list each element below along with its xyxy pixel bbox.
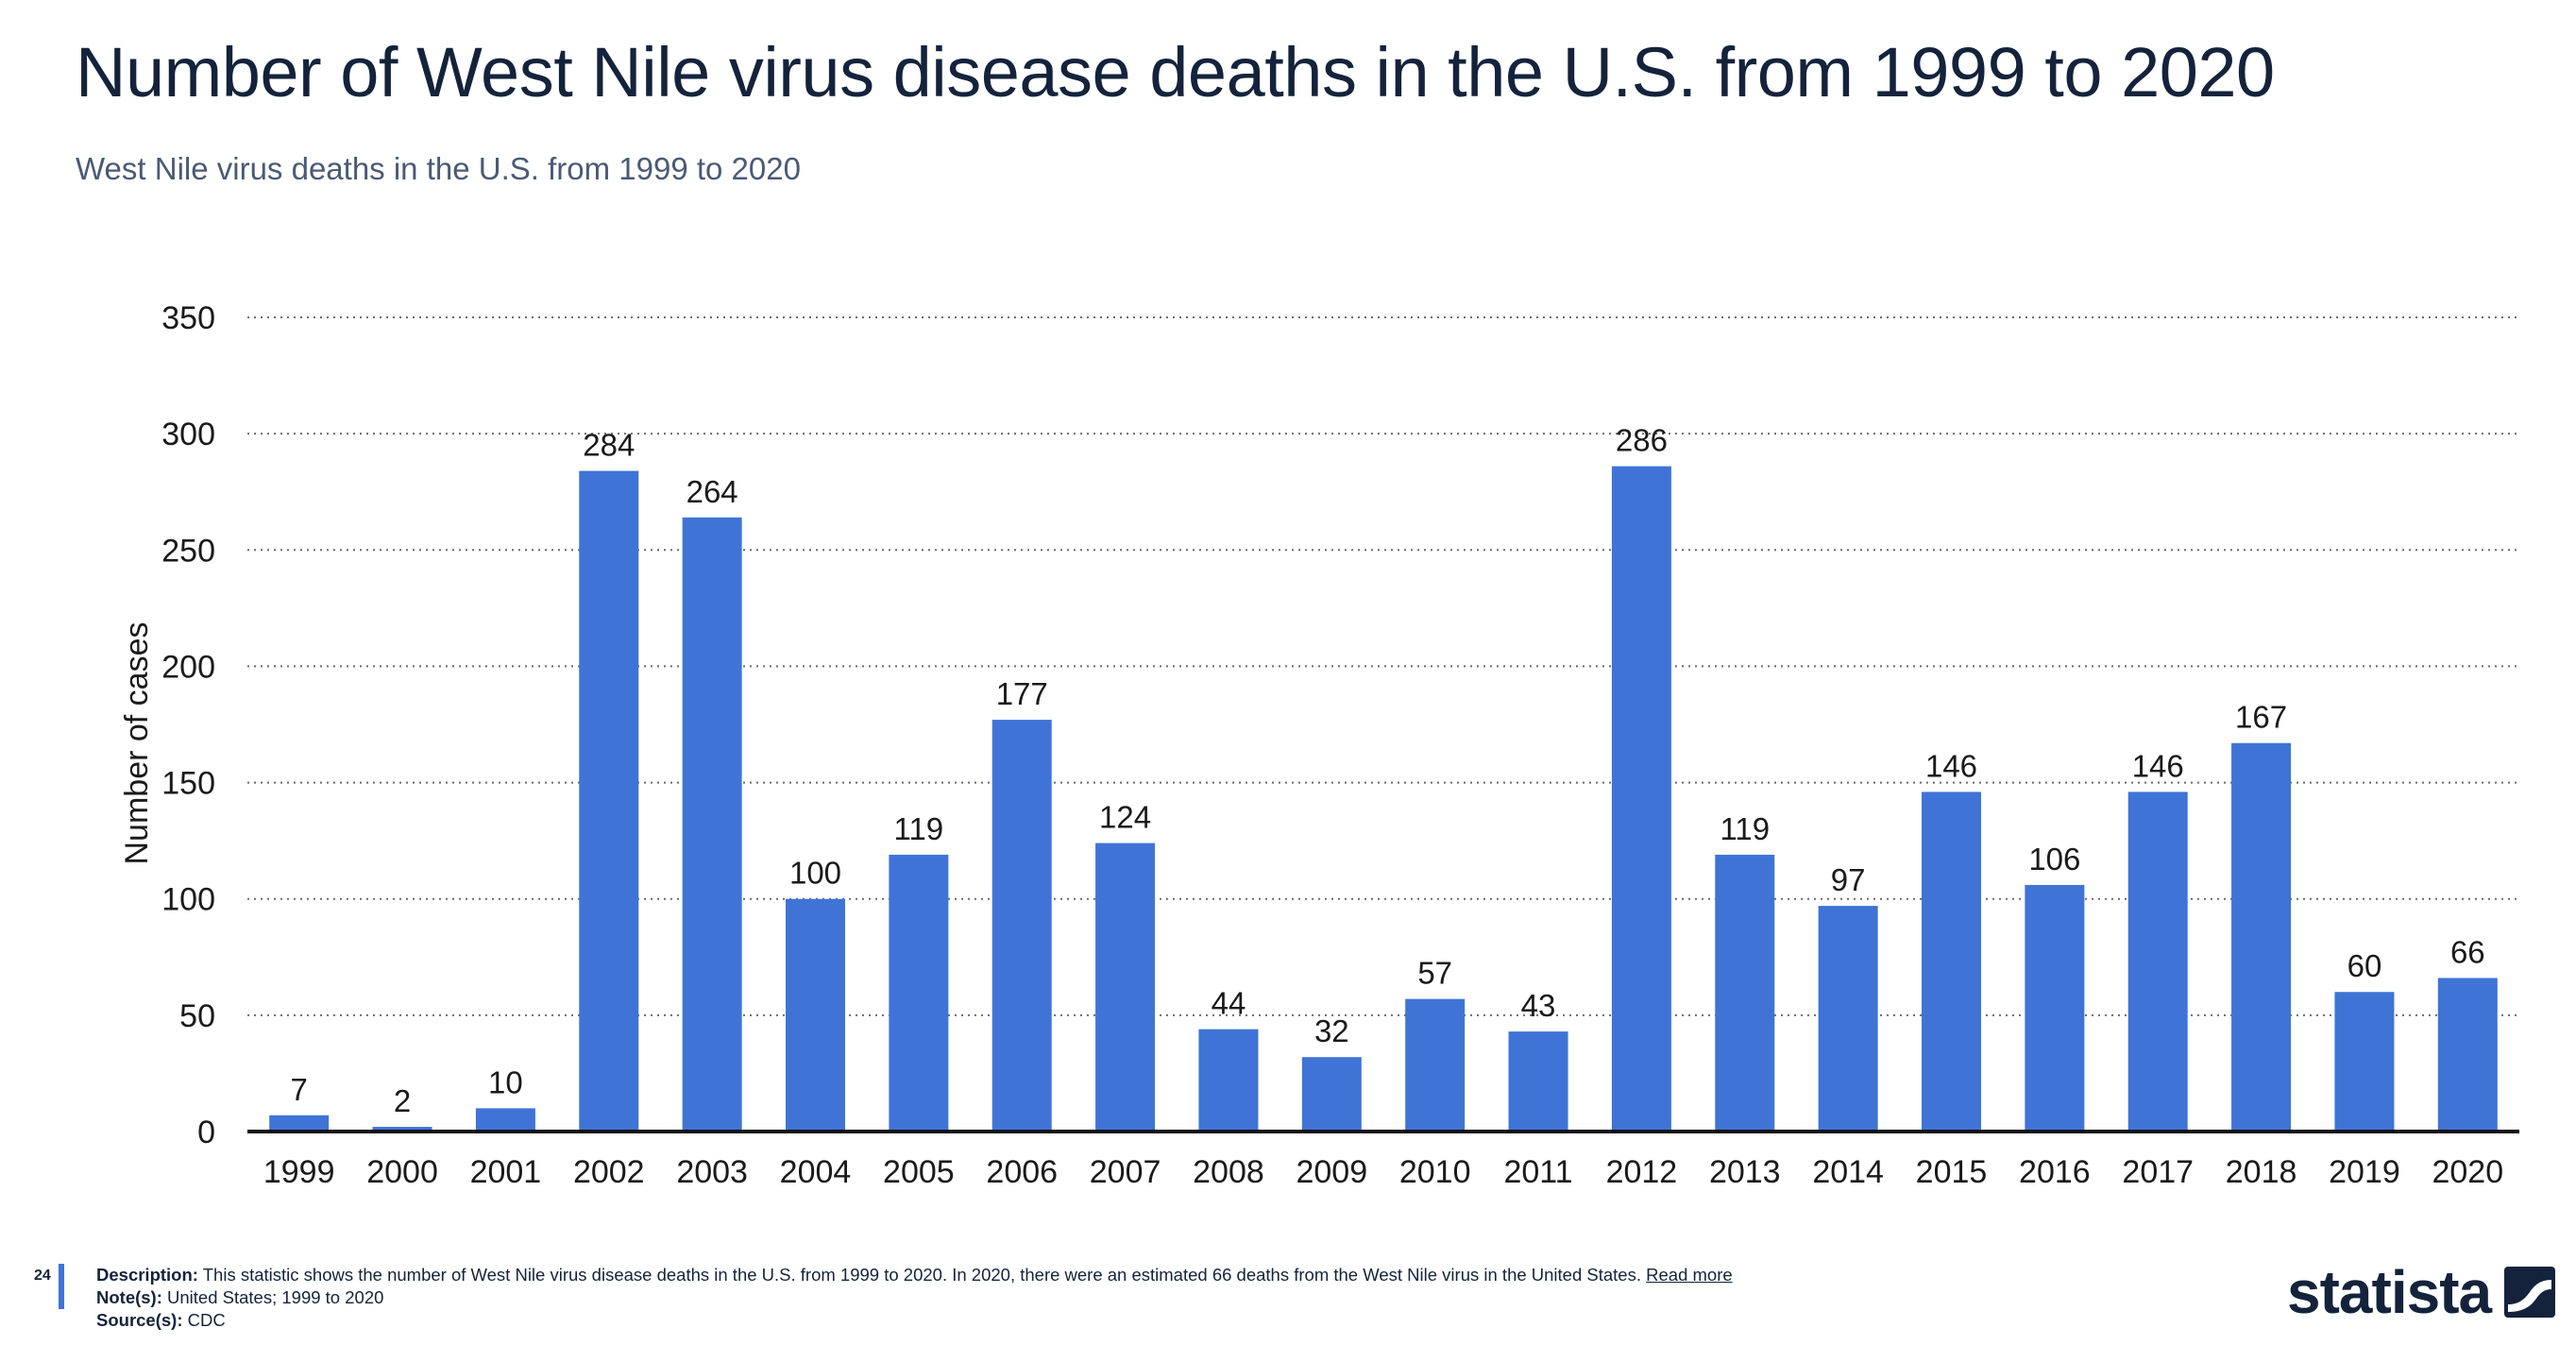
x-tick-label-2008: 2008 xyxy=(1193,1154,1264,1190)
data-label-2015: 146 xyxy=(1925,748,1977,783)
bar-2007[interactable] xyxy=(1095,843,1156,1132)
x-tick-label-2018: 2018 xyxy=(2226,1154,2297,1190)
data-label-2019: 60 xyxy=(2347,948,2382,983)
read-more-link[interactable]: Read more xyxy=(1646,1265,1733,1285)
data-label-2002: 284 xyxy=(583,428,635,463)
x-tick-label-2002: 2002 xyxy=(573,1154,645,1190)
x-tick-label-2006: 2006 xyxy=(986,1154,1058,1190)
x-tick-label-2003: 2003 xyxy=(676,1154,748,1190)
bar-2016[interactable] xyxy=(2025,884,2085,1132)
source-label: Source(s): xyxy=(96,1310,183,1330)
data-label-2017: 146 xyxy=(2132,748,2184,783)
data-label-2010: 57 xyxy=(1417,956,1452,991)
x-axis-ticks: 1999 2000 2001 2002 2003 2004 2005 2006 2007 2008… xyxy=(263,1154,2503,1190)
bar-2000[interactable] xyxy=(372,1127,432,1132)
y-tick-label: 150 xyxy=(161,766,215,802)
y-axis-ticks: 0 50 100 150 200 250 300 350 xyxy=(161,300,215,1150)
bar-2018[interactable] xyxy=(2231,742,2292,1132)
description-label: Description: xyxy=(96,1265,198,1285)
y-tick-label: 200 xyxy=(161,649,215,685)
x-tick-label-2001: 2001 xyxy=(470,1154,542,1190)
bar-2019[interactable] xyxy=(2334,992,2395,1132)
y-tick-label: 50 xyxy=(179,998,215,1034)
x-tick-label-2011: 2011 xyxy=(1503,1154,1572,1190)
data-label-2018: 167 xyxy=(2235,700,2287,735)
x-tick-label-2012: 2012 xyxy=(1606,1154,1678,1190)
y-tick-label: 300 xyxy=(161,417,215,452)
data-label-1999: 7 xyxy=(291,1072,308,1107)
page-number: 24 xyxy=(34,1268,51,1284)
x-tick-label-2010: 2010 xyxy=(1399,1154,1471,1190)
data-label-2004: 100 xyxy=(789,856,841,891)
data-labels: 7 2 10 284 264 100 119 177 124 44 32 57 43 286 119 97 14… xyxy=(291,423,2485,1118)
statista-logo[interactable]: statista xyxy=(2287,1256,2556,1328)
x-tick-label-2009: 2009 xyxy=(1296,1154,1367,1190)
bar-2011[interactable] xyxy=(1508,1031,1568,1132)
data-label-2006: 177 xyxy=(996,676,1048,711)
notes-line: Note(s): United States; 1999 to 2020 xyxy=(96,1286,1733,1309)
x-tick-label-2005: 2005 xyxy=(883,1154,955,1190)
x-tick-label-2004: 2004 xyxy=(780,1154,852,1190)
x-tick-label-2020: 2020 xyxy=(2432,1154,2503,1190)
x-tick-label-2007: 2007 xyxy=(1090,1154,1161,1190)
page-title: Number of West Nile virus disease deaths… xyxy=(76,33,2275,111)
bar-2014[interactable] xyxy=(1818,906,1878,1132)
bar-2001[interactable] xyxy=(475,1108,535,1132)
data-label-2008: 44 xyxy=(1212,986,1246,1021)
data-label-2007: 124 xyxy=(1099,800,1151,835)
data-label-2011: 43 xyxy=(1521,988,1556,1023)
data-label-2009: 32 xyxy=(1314,1013,1349,1048)
bar-2012[interactable] xyxy=(1611,466,1671,1132)
page-subtitle: West Nile virus deaths in the U.S. from … xyxy=(76,151,801,186)
x-tick-label-1999: 1999 xyxy=(263,1154,335,1190)
bar-2002[interactable] xyxy=(579,470,639,1132)
notes-text: United States; 1999 to 2020 xyxy=(161,1287,384,1307)
footer: 24 Description: This statistic shows the… xyxy=(0,1256,2576,1345)
bar-2006[interactable] xyxy=(991,720,1052,1132)
data-label-2000: 2 xyxy=(394,1083,411,1118)
bar-2017[interactable] xyxy=(2127,792,2188,1132)
bar-2003[interactable] xyxy=(682,517,742,1132)
bar-1999[interactable] xyxy=(269,1115,330,1132)
data-label-2003: 264 xyxy=(686,474,738,509)
statista-mark-icon xyxy=(2504,1267,2556,1318)
footer-notes: Description: This statistic shows the nu… xyxy=(96,1264,1733,1332)
x-tick-label-2019: 2019 xyxy=(2329,1154,2400,1190)
x-tick-label-2014: 2014 xyxy=(1812,1154,1884,1190)
logo-text: statista xyxy=(2287,1258,2492,1326)
bar-2015[interactable] xyxy=(1922,792,1981,1132)
data-label-2020: 66 xyxy=(2450,934,2485,969)
x-tick-label-2000: 2000 xyxy=(366,1154,438,1190)
source-line: Source(s): CDC xyxy=(96,1309,1733,1332)
notes-label: Note(s): xyxy=(96,1287,162,1307)
data-label-2001: 10 xyxy=(488,1064,523,1099)
bar-2020[interactable] xyxy=(2437,978,2498,1132)
x-tick-label-2016: 2016 xyxy=(2019,1154,2091,1190)
description-line: Description: This statistic shows the nu… xyxy=(96,1264,1733,1286)
bar-2010[interactable] xyxy=(1405,998,1466,1132)
data-label-2016: 106 xyxy=(2028,842,2080,877)
bar-2009[interactable] xyxy=(1301,1057,1362,1132)
data-label-2012: 286 xyxy=(1616,423,1668,458)
x-tick-label-2015: 2015 xyxy=(1916,1154,1988,1190)
footer-accent-bar xyxy=(59,1264,64,1309)
data-label-2014: 97 xyxy=(1831,862,1866,897)
data-label-2005: 119 xyxy=(894,811,944,846)
y-tick-label: 250 xyxy=(161,533,215,569)
bar-2005[interactable] xyxy=(889,854,949,1132)
bar-chart: 0 50 100 150 200 250 300 350 7 2 10 284 264 100 119 17… xyxy=(119,300,2519,1190)
description-text: This statistic shows the number of West … xyxy=(197,1265,1647,1285)
y-tick-label: 0 xyxy=(197,1115,215,1150)
source-text: CDC xyxy=(182,1310,226,1330)
y-tick-label: 100 xyxy=(161,882,215,918)
x-tick-label-2013: 2013 xyxy=(1709,1154,1781,1190)
bars xyxy=(269,466,2498,1132)
bar-2004[interactable] xyxy=(786,898,845,1132)
bar-2013[interactable] xyxy=(1715,854,1775,1132)
x-tick-label-2017: 2017 xyxy=(2122,1154,2194,1190)
data-label-2013: 119 xyxy=(1720,811,1770,846)
y-tick-label: 350 xyxy=(161,300,215,336)
y-axis-title: Number of cases xyxy=(119,622,155,865)
bar-2008[interactable] xyxy=(1198,1029,1259,1132)
